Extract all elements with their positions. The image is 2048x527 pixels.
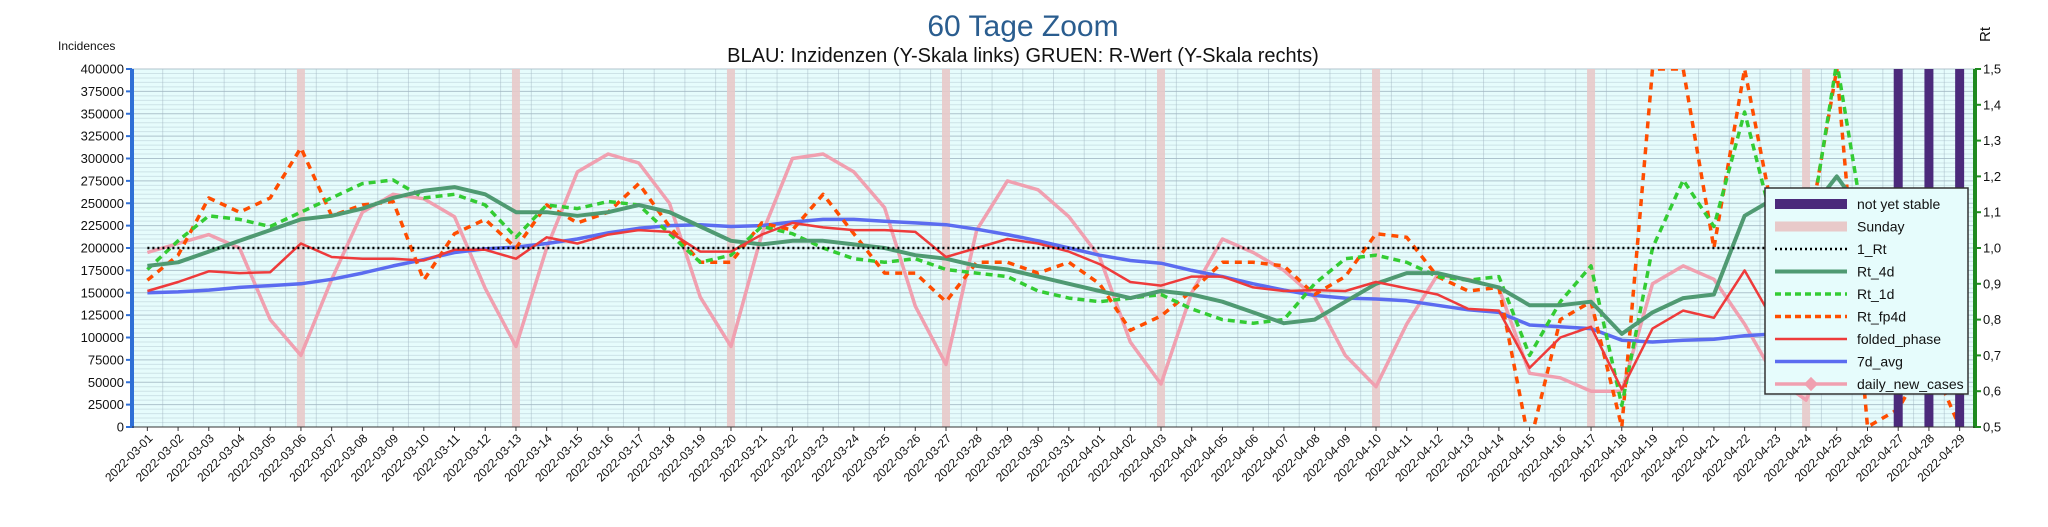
legend-label-folded-phase: folded_phase xyxy=(1857,331,1941,347)
legend-label-rt-1d: Rt_1d xyxy=(1857,286,1894,302)
y2-tick-label: 1,4 xyxy=(1983,97,2001,112)
series-line-daily-new-cases xyxy=(146,152,1961,402)
sunday-bar xyxy=(1587,69,1596,427)
series-line-7d-avg xyxy=(147,217,1961,350)
legend-label-sunday: Sunday xyxy=(1857,219,1904,235)
y-tick-label: 25000 xyxy=(88,397,124,412)
y2-tick-label: 0,9 xyxy=(1983,276,2001,291)
chart-subtitle: BLAU: Inzidenzen (Y-Skala links) GRUEN: … xyxy=(727,45,1319,67)
y2-tick-label: 1,5 xyxy=(1983,62,2001,77)
y2-tick-label: 0,7 xyxy=(1983,348,2001,363)
legend-label-not-yet-stable: not yet stable xyxy=(1857,196,1940,212)
y-tick-label: 400000 xyxy=(81,62,124,77)
y2-tick-label: 0,8 xyxy=(1983,312,2001,327)
y-tick-label: 300000 xyxy=(81,151,124,166)
y2-tick-label: 1,3 xyxy=(1983,133,2001,148)
series-line-rt-fp4d xyxy=(146,69,1962,427)
y-tick-label: 350000 xyxy=(81,106,124,121)
y-tick-label: 375000 xyxy=(81,84,124,99)
y2-tick-label: 0,5 xyxy=(1983,420,2001,435)
legend-label-daily-new-cases: daily_new_cases xyxy=(1857,376,1964,392)
y-tick-label: 250000 xyxy=(81,196,124,211)
y2-axis-title: Rt xyxy=(1977,26,1994,42)
series-line-rt-1d xyxy=(146,69,1961,408)
y-tick-label: 75000 xyxy=(88,352,124,367)
y-tick-label: 100000 xyxy=(81,330,124,345)
y-tick-label: 0 xyxy=(117,420,124,435)
y-tick-label: 175000 xyxy=(81,263,124,278)
sunday-bar xyxy=(726,69,735,427)
legend-label-rt-4d: Rt_4d xyxy=(1857,264,1894,280)
y2-tick-label: 0,6 xyxy=(1983,384,2001,399)
series-line-rt-4d xyxy=(147,174,1962,353)
y-tick-label: 275000 xyxy=(81,173,124,188)
y-tick-label: 125000 xyxy=(81,308,124,323)
legend-label-1-rt: 1_Rt xyxy=(1857,241,1887,257)
sunday-bar xyxy=(1372,69,1381,427)
sunday-bar xyxy=(1157,69,1166,427)
y-tick-label: 50000 xyxy=(88,375,124,390)
y-tick-label: 150000 xyxy=(81,285,124,300)
y-tick-label: 325000 xyxy=(81,129,124,144)
y2-tick-label: 1,0 xyxy=(1983,241,2001,256)
legend-marker-daily-new-cases xyxy=(1803,376,1819,392)
chart-title: 60 Tage Zoom xyxy=(927,10,1118,43)
plot-area: 0 25000 50000 75000 100000 125000 150000 175000… xyxy=(81,62,2001,485)
legend-label-7d-avg: 7d_avg xyxy=(1857,354,1903,370)
sunday-bar xyxy=(296,69,305,427)
y-tick-label: 225000 xyxy=(81,218,124,233)
legend: not yet stable Sunday 1_Rt Rt_4d Rt_1d Rt_fp4… xyxy=(1764,187,1969,395)
legend-label-rt-fp4d: Rt_fp4d xyxy=(1857,309,1906,325)
sunday-bar xyxy=(941,69,950,427)
y-tick-label: 200000 xyxy=(81,241,124,256)
y2-tick-label: 1,1 xyxy=(1983,205,2001,220)
y-axis-title: Incidences xyxy=(58,39,115,53)
y2-tick-label: 1,2 xyxy=(1983,169,2001,184)
